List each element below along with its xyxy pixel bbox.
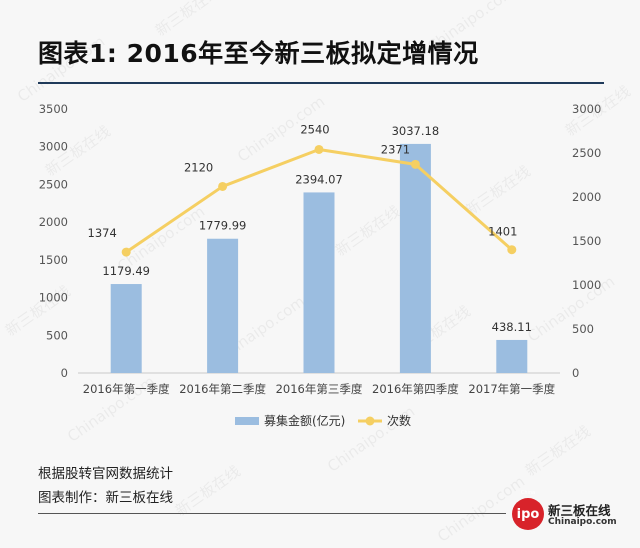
line-value-label: 2371 bbox=[381, 142, 410, 156]
logo-badge-icon: China ipo bbox=[512, 490, 544, 530]
left-y-axis: 0 500 1000 1500 2000 2500 3000 3500 bbox=[39, 102, 68, 380]
line-point bbox=[121, 247, 131, 257]
right-axis-tick-label: 0 bbox=[572, 366, 579, 380]
x-axis-tick-label: 2016年第三季度 bbox=[276, 382, 363, 396]
line-point bbox=[410, 159, 420, 169]
line-value-label: 1401 bbox=[488, 225, 517, 239]
line-value-label: 2540 bbox=[300, 122, 329, 136]
x-axis-tick-label: 2016年第四季度 bbox=[372, 382, 459, 396]
producer-note: 图表制作：新三板在线 bbox=[38, 490, 173, 506]
bar bbox=[496, 339, 528, 373]
bar bbox=[303, 192, 335, 373]
bar-value-label: 1179.49 bbox=[102, 264, 150, 278]
left-axis-tick-label: 0 bbox=[61, 366, 68, 380]
bar bbox=[399, 143, 431, 373]
left-axis-tick-label: 500 bbox=[46, 328, 68, 342]
line-point bbox=[218, 181, 228, 191]
right-axis-tick-label: 2500 bbox=[572, 146, 601, 160]
chart-title: 图表1: 2016年至今新三板拟定增情况 bbox=[38, 39, 479, 68]
right-axis-tick-label: 1000 bbox=[572, 278, 601, 292]
bar bbox=[207, 238, 239, 373]
bar bbox=[110, 284, 142, 373]
left-axis-tick-label: 3000 bbox=[39, 140, 68, 154]
legend-bar-label: 募集金额(亿元) bbox=[264, 413, 345, 428]
right-axis-tick-label: 500 bbox=[572, 322, 594, 336]
footer-divider bbox=[38, 513, 506, 514]
left-axis-tick-label: 2500 bbox=[39, 177, 68, 191]
chart-notes: 根据股转官网数据统计 图表制作：新三板在线 bbox=[38, 462, 173, 510]
title-divider bbox=[38, 82, 604, 84]
legend-line-label: 次数 bbox=[387, 413, 411, 428]
right-y-axis: 0 500 1000 1500 2000 2500 3000 bbox=[572, 102, 601, 380]
line-point bbox=[507, 245, 517, 255]
brand-logo: China ipo 新三板在线 Chinaipo.com bbox=[512, 490, 632, 532]
bar-value-label: 1779.99 bbox=[199, 219, 247, 233]
left-axis-tick-label: 1000 bbox=[39, 291, 68, 305]
right-axis-tick-label: 1500 bbox=[572, 234, 601, 248]
left-axis-tick-label: 2000 bbox=[39, 215, 68, 229]
left-axis-tick-label: 1500 bbox=[39, 253, 68, 267]
x-axis-tick-label: 2017年第一季度 bbox=[468, 382, 555, 396]
bar-value-label: 438.11 bbox=[492, 320, 532, 334]
left-axis-tick-label: 3500 bbox=[39, 102, 68, 116]
line-value-label: 1374 bbox=[88, 226, 117, 240]
bar-value-label: 2394.07 bbox=[295, 172, 343, 186]
line-data-labels: 1374 2120 2540 2371 1401 bbox=[88, 122, 518, 240]
logo-name-cn: 新三板在线 bbox=[548, 503, 611, 518]
chart-legend: 募集金额(亿元) 次数 bbox=[235, 413, 411, 428]
x-axis-tick-labels: 2016年第一季度 2016年第二季度 2016年第三季度 2016年第四季度 2017… bbox=[83, 382, 556, 396]
line-point bbox=[314, 144, 324, 154]
logo-badge-small-text: China bbox=[520, 490, 536, 496]
line-series bbox=[121, 144, 517, 257]
x-axis-tick-label: 2016年第二季度 bbox=[179, 382, 266, 396]
bar-data-labels: 1179.49 1779.99 2394.07 3037.18 438.11 bbox=[102, 124, 532, 334]
right-axis-tick-label: 2000 bbox=[572, 190, 601, 204]
bar-value-label: 3037.18 bbox=[392, 124, 440, 138]
line-value-label: 2120 bbox=[184, 160, 213, 174]
legend-bar-swatch-icon bbox=[235, 417, 259, 425]
bar-series bbox=[110, 143, 528, 373]
data-source-note: 根据股转官网数据统计 bbox=[38, 466, 173, 482]
logo-name-en: Chinaipo.com bbox=[548, 517, 617, 527]
legend-line-marker-icon bbox=[365, 416, 375, 426]
right-axis-tick-label: 3000 bbox=[572, 102, 601, 116]
logo-badge-text: ipo bbox=[516, 507, 540, 522]
x-axis-tick-label: 2016年第一季度 bbox=[83, 382, 170, 396]
